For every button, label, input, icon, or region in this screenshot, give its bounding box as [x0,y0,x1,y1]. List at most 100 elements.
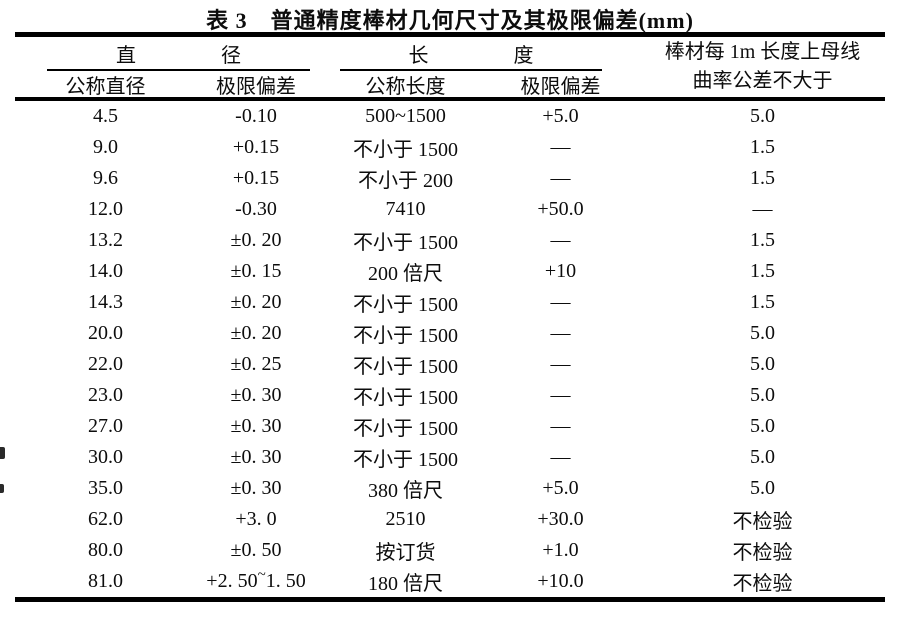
table-row: 9.0 +0.15 不小于 1500 — 1.5 [15,132,885,163]
table-cell: 5.0 [750,105,775,127]
table-row: 12.0 -0.30 7410 +50.0 — [15,194,885,225]
table-row: 62.0 +3. 0 2510 +30.0 不检验 [15,504,885,535]
table-cell: — [550,415,571,437]
header-diameter-deviation: 极限偏差 [216,75,296,98]
table-cell: 不小于 1500 [353,356,458,378]
table-cell: +30.0 [537,508,584,530]
table-cell: ±0. 30 [230,446,282,468]
table-cell: — [550,229,571,251]
table-body: 4.5 -0.10 500~1500 +5.0 5.0 9.0 +0.15 不小于 1500 —… [15,101,885,597]
scan-artifact [0,447,5,459]
table-top-rule [15,32,885,37]
table-cell: — [550,353,571,375]
table-cell: ±0. 30 [230,415,282,437]
table-cell: 200 倍尺 [368,263,443,285]
table-cell: 1.5 [750,167,775,189]
table-cell: 不小于 1500 [353,232,458,254]
table-cell: 14.0 [88,260,123,282]
table-cell: +0.15 [232,136,280,158]
table-cell: 不小于 1500 [353,387,458,409]
table-cell: — [550,322,571,344]
table-cell: ±0. 20 [230,322,282,344]
table-cell: ±0. 20 [230,229,282,251]
table-row: 14.3 ±0. 20 不小于 1500 — 1.5 [15,287,885,318]
table-bottom-rule [15,597,885,602]
header-curvature-line2: 曲率公差不大于 [692,70,833,92]
table-cell: +2. 50 ~1. 50 [206,566,306,592]
table-cell: 20.0 [88,322,123,344]
table-cell: 1.5 [750,136,775,158]
table-row: 13.2 ±0. 20 不小于 1500 — 1.5 [15,225,885,256]
table-cell: 80.0 [88,539,123,561]
header-curvature: 棒材每 1m 长度上母线 曲率公差不大于 [640,37,885,97]
table-cell: 不检验 [732,573,793,595]
table-row: 20.0 ±0. 20 不小于 1500 — 5.0 [15,318,885,349]
table-cell: 1.5 [750,291,775,313]
table-cell: 14.3 [88,291,123,313]
table-cell: ±0. 50 [230,539,282,561]
table-row: 23.0 ±0. 30 不小于 1500 — 5.0 [15,380,885,411]
header-group-diameter-label: 直径 [116,44,326,67]
table-cell: ±0. 20 [230,291,282,313]
table-row: 80.0 ±0. 50 按订货 +1.0 不检验 [15,535,885,566]
table-cell: 9.0 [93,136,118,158]
data-table: 直径 长度 棒材每 1m 长度上母线 曲率公差不大于 公称直径 极限偏差 公称长… [15,32,885,602]
table-cell: +10.0 [537,570,584,592]
table-cell: 5.0 [750,446,775,468]
table-cell: — [550,446,571,468]
table-header: 直径 长度 棒材每 1m 长度上母线 曲率公差不大于 公称直径 极限偏差 公称长… [15,37,885,98]
table-cell: -0.30 [235,198,277,220]
table-cell: ±0. 30 [230,477,282,499]
table-cell: 30.0 [88,446,123,468]
table-row: 22.0 ±0. 25 不小于 1500 — 5.0 [15,349,885,380]
table-cell: ±0. 15 [230,260,282,282]
header-group-diameter-underline: 直径 [47,37,310,71]
header-group-length-underline: 长度 [340,37,602,71]
table-cell: 13.2 [88,229,123,251]
table-cell: 不检验 [732,542,793,564]
table-cell: +0.15 [232,167,280,189]
header-group-diameter: 直径 [15,37,330,71]
table-cell: 81.0 [88,570,123,592]
table-cell: — [550,136,571,158]
table-cell: 35.0 [88,477,123,499]
table-row: 14.0 ±0. 15 200 倍尺 +10 1.5 [15,256,885,287]
table-cell: — [550,167,571,189]
table-cell: 5.0 [750,322,775,344]
table-cell: — [550,291,571,313]
table-cell: 不小于 1500 [353,294,458,316]
table-cell: 500~1500 [365,105,446,127]
table-cell: 4.5 [93,105,118,127]
table-cell: +5.0 [542,477,579,499]
table-cell: +10 [544,260,577,282]
table-cell: 180 倍尺 [368,573,443,595]
table-cell: 按订货 [375,542,436,564]
table-cell: +1.0 [542,539,579,561]
table-cell: 23.0 [88,384,123,406]
table-cell: 5.0 [750,353,775,375]
table-cell: 不小于 200 [358,170,453,192]
table-row: 35.0 ±0. 30 380 倍尺 +5.0 5.0 [15,473,885,504]
table-cell: 2510 [385,508,426,530]
header-curvature-line1: 棒材每 1m 长度上母线 [664,41,861,63]
table-cell: +3. 0 [235,508,277,530]
table-cell: 12.0 [88,198,123,220]
table-header-rule [15,97,885,101]
table-cell: 不检验 [732,511,793,533]
table-cell: 不小于 1500 [353,418,458,440]
header-group-length: 长度 [330,37,640,71]
table-cell: +50.0 [537,198,584,220]
table-cell: 27.0 [88,415,123,437]
table-cell: 不小于 1500 [353,325,458,347]
table-cell: 1.5 [750,260,775,282]
table-cell: 不小于 1500 [353,139,458,161]
table-title: 表 3 普通精度棒材几何尺寸及其极限偏差(mm) [206,8,694,33]
table-cell: 1.5 [750,229,775,251]
table-cell: 5.0 [750,477,775,499]
table-cell: — [752,198,773,220]
table-cell: 7410 [385,198,426,220]
table-cell: 5.0 [750,384,775,406]
table-cell: 380 倍尺 [368,480,443,502]
header-group-length-label: 长度 [408,44,619,67]
